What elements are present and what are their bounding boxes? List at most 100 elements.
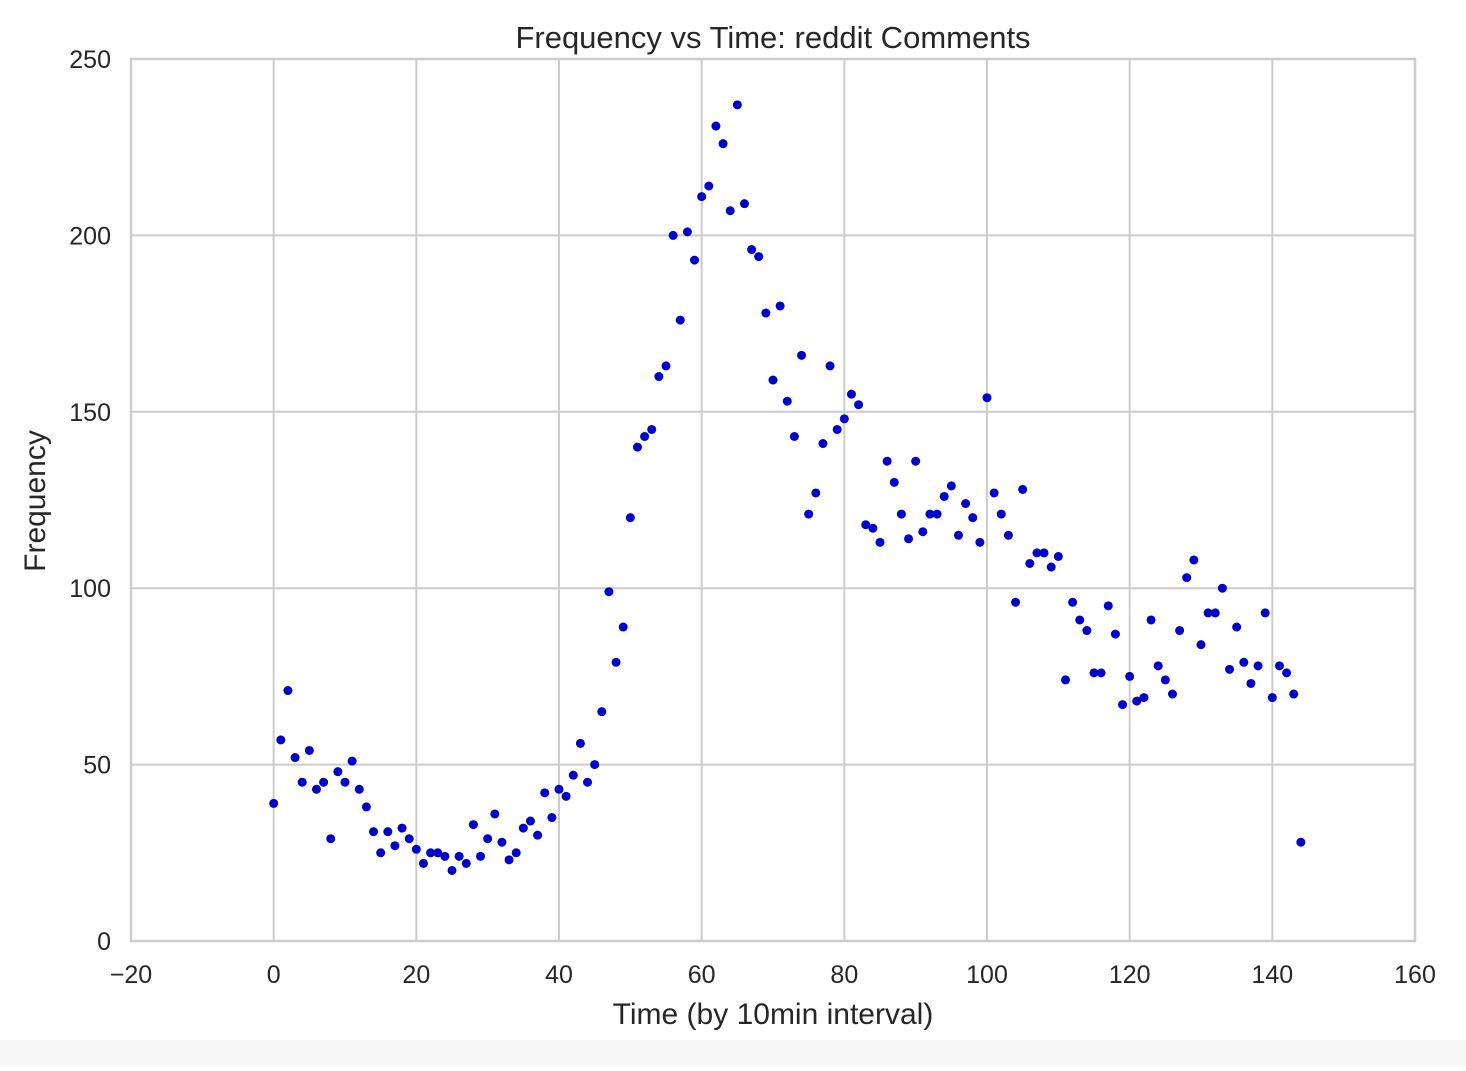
data-point (354, 784, 364, 794)
data-point (804, 509, 814, 519)
data-point (504, 855, 514, 865)
y-tick-label: 0 (97, 928, 111, 956)
data-point (404, 834, 414, 844)
data-point (290, 753, 300, 763)
data-point (461, 858, 471, 868)
data-point (1225, 664, 1235, 674)
data-point (697, 192, 707, 202)
data-point (511, 848, 521, 858)
data-point (932, 509, 942, 519)
data-point (1167, 689, 1177, 699)
data-point (718, 139, 728, 149)
data-point (547, 813, 557, 823)
data-point (1139, 693, 1149, 703)
data-point (1217, 583, 1227, 593)
data-point (989, 488, 999, 498)
data-point (1246, 678, 1256, 688)
data-point (704, 181, 714, 191)
data-point (739, 199, 749, 209)
data-point (340, 777, 350, 787)
data-point (1068, 597, 1078, 607)
data-point (1260, 608, 1270, 618)
data-point (861, 520, 871, 530)
data-point (918, 527, 928, 537)
data-point (761, 308, 771, 318)
data-point (326, 834, 336, 844)
data-point (782, 396, 792, 406)
data-point (611, 657, 621, 667)
data-point (1032, 548, 1042, 558)
data-point (347, 756, 357, 766)
data-point (304, 745, 314, 755)
data-point (775, 301, 785, 311)
y-tick-label: 100 (69, 575, 111, 603)
data-point (361, 802, 371, 812)
data-point (953, 530, 963, 540)
data-point (447, 865, 457, 875)
data-point (1189, 555, 1199, 565)
data-point (476, 851, 486, 861)
chart-title: Frequency vs Time: reddit Comments (515, 20, 1030, 55)
data-point (468, 820, 478, 830)
data-point (846, 389, 856, 399)
data-point (889, 477, 899, 487)
data-point (1132, 696, 1142, 706)
data-point (668, 230, 678, 240)
data-point (632, 442, 642, 452)
x-tick-label: 120 (1109, 961, 1151, 989)
data-point (1018, 484, 1028, 494)
data-point (939, 491, 949, 501)
data-point (961, 499, 971, 509)
data-points (269, 100, 1306, 875)
x-tick-label: 40 (545, 961, 573, 989)
data-point (946, 481, 956, 491)
data-point (283, 686, 293, 696)
data-point (454, 851, 464, 861)
data-point (1003, 530, 1013, 540)
data-point (1089, 668, 1099, 678)
data-point (333, 767, 343, 777)
x-tick-label: 0 (267, 961, 281, 989)
data-point (1253, 661, 1263, 671)
bottom-strip (0, 1040, 1466, 1066)
data-point (525, 816, 535, 826)
plot-frame (129, 57, 1417, 943)
data-point (1082, 626, 1092, 636)
data-point (975, 537, 985, 547)
data-point (1053, 551, 1063, 561)
data-point (747, 245, 757, 255)
data-point (832, 424, 842, 434)
data-point (661, 361, 671, 371)
x-tick-label: 160 (1394, 961, 1436, 989)
data-point (590, 760, 600, 770)
y-tick-label: 200 (69, 222, 111, 250)
data-point (911, 456, 921, 466)
data-point (561, 791, 571, 801)
data-point (732, 100, 742, 110)
data-point (1096, 668, 1106, 678)
data-point (1060, 675, 1070, 685)
data-point (1125, 671, 1135, 681)
x-tick-label: −20 (110, 961, 152, 989)
x-tick-label: 100 (966, 961, 1008, 989)
data-point (1239, 657, 1249, 667)
x-tick-label: 140 (1251, 961, 1293, 989)
data-point (875, 537, 885, 547)
grid (130, 58, 1416, 942)
data-point (868, 523, 878, 533)
data-point (319, 777, 329, 787)
data-point (575, 738, 585, 748)
data-point (383, 827, 393, 837)
data-point (854, 400, 864, 410)
data-point (839, 414, 849, 424)
data-point (711, 121, 721, 131)
data-point (497, 837, 507, 847)
data-point (483, 834, 493, 844)
data-point (1025, 559, 1035, 569)
data-point (625, 513, 635, 523)
data-point (433, 848, 443, 858)
data-point (1267, 693, 1277, 703)
y-tick-label: 150 (69, 399, 111, 427)
